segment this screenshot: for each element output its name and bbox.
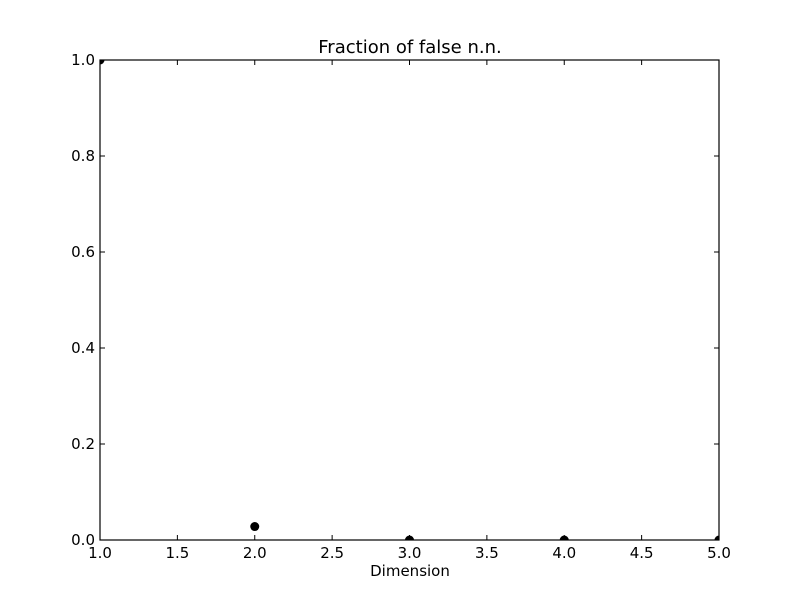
y-tick-label: 0.8 — [71, 147, 95, 165]
data-point — [714, 535, 719, 540]
data-point — [559, 535, 569, 540]
x-tick-label: 4.0 — [552, 544, 576, 562]
x-tick-label: 4.5 — [630, 544, 654, 562]
data-point — [250, 522, 260, 532]
y-tick-label: 1.0 — [71, 51, 95, 69]
x-axis-label: Dimension — [370, 562, 450, 580]
y-tick-label: 0.6 — [71, 243, 95, 261]
y-tick-label: 0.4 — [71, 339, 95, 357]
chart-title: Fraction of false n.n. — [318, 37, 501, 58]
plot-frame — [99, 59, 720, 541]
points-layer — [100, 60, 719, 540]
x-tick-label: 2.5 — [320, 544, 344, 562]
x-tick-label: 1.0 — [88, 544, 112, 562]
y-tick-label: 0.0 — [71, 531, 95, 549]
x-tick-label: 2.0 — [243, 544, 267, 562]
x-tick-label: 5.0 — [707, 544, 731, 562]
x-tick-label: 1.5 — [165, 544, 189, 562]
y-tick-label: 0.2 — [71, 435, 95, 453]
x-tick-label: 3.5 — [475, 544, 499, 562]
ticks-layer: 1.0 1.5 2.0 2.5 3.0 3.5 4.0 4.5 5.0 0.0 0.2 0.4 0.6 0… — [71, 51, 731, 562]
data-point — [405, 535, 414, 540]
x-tick-label: 3.0 — [398, 544, 422, 562]
data-point — [100, 60, 105, 65]
